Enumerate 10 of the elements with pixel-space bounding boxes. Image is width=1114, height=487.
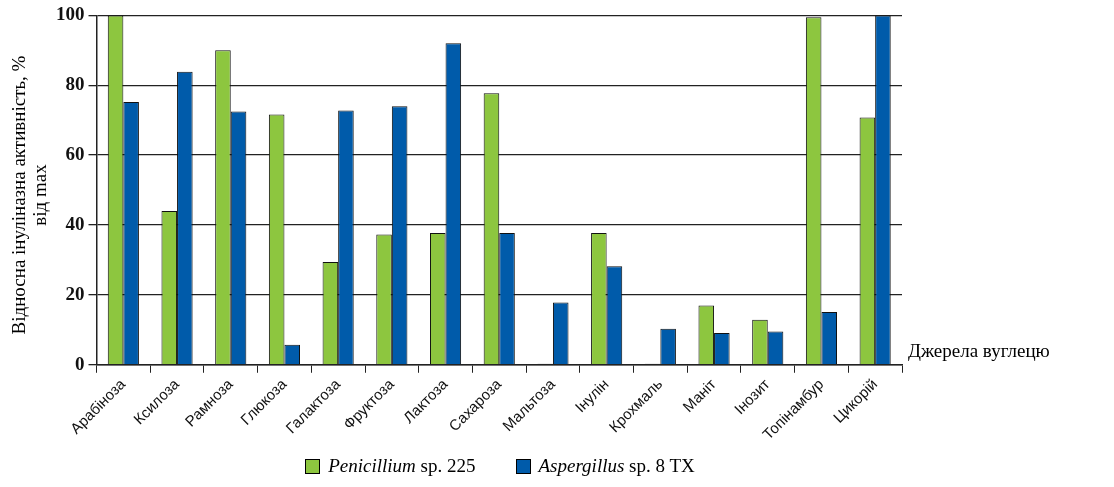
y-tick-label: 100 (56, 3, 85, 25)
legend-label: Penicillium sp. 225 (328, 455, 476, 477)
y-tick-label: 80 (65, 73, 85, 95)
y-tick-label: 0 (75, 352, 85, 374)
y-axis-title: Відносна інуліназна активність, % від max (8, 54, 50, 337)
y-tick-label: 60 (65, 143, 85, 165)
y-tick-label: 20 (65, 282, 85, 304)
x-axis-title: Джерела вуглецю (908, 340, 1050, 362)
legend-label: Aspergillus sp. 8 TX (538, 455, 695, 477)
y-tick-label: 40 (65, 212, 85, 234)
